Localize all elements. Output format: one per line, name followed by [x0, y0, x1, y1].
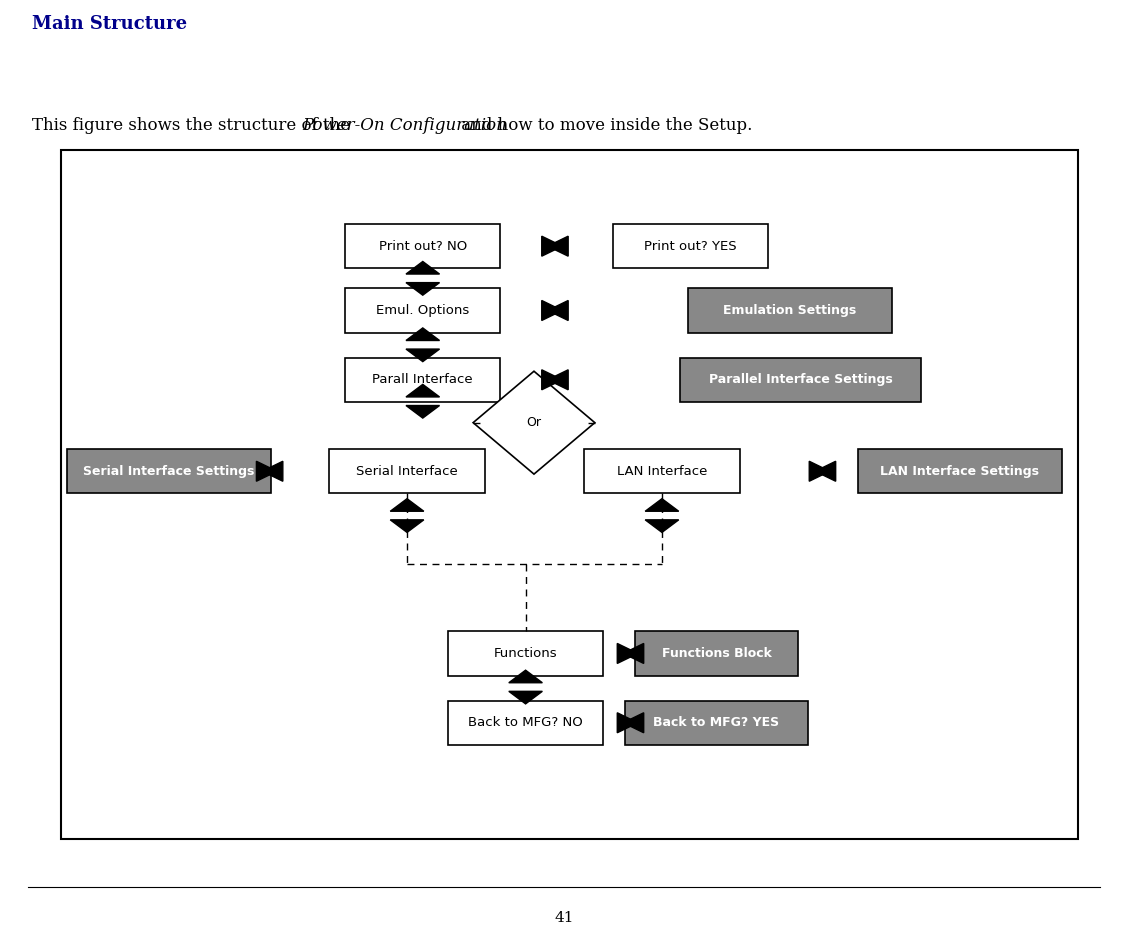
Polygon shape [406, 328, 440, 341]
Text: Functions: Functions [494, 647, 557, 660]
Polygon shape [406, 283, 440, 295]
Text: Parallel Interface Settings: Parallel Interface Settings [708, 374, 892, 387]
Polygon shape [623, 713, 644, 733]
Bar [345, 224, 501, 268]
Text: LAN Interface Settings: LAN Interface Settings [880, 465, 1039, 478]
Polygon shape [406, 385, 440, 397]
Text: Print out? NO: Print out? NO [379, 240, 467, 253]
Polygon shape [541, 370, 562, 389]
Polygon shape [816, 461, 836, 481]
Text: and how to move inside the Setup.: and how to move inside the Setup. [456, 117, 752, 134]
Polygon shape [645, 520, 679, 532]
Text: This figure shows the structure of the: This figure shows the structure of the [32, 117, 355, 134]
Bar [857, 449, 1063, 493]
Text: Serial Interface: Serial Interface [356, 465, 458, 478]
Polygon shape [617, 644, 637, 663]
Polygon shape [509, 691, 543, 704]
Text: Back to MFG? YES: Back to MFG? YES [653, 716, 779, 729]
Text: Or: Or [527, 417, 541, 429]
Text: Back to MFG? NO: Back to MFG? NO [468, 716, 583, 729]
Polygon shape [547, 236, 569, 256]
Bar [635, 631, 797, 675]
Polygon shape [473, 371, 594, 474]
Polygon shape [390, 520, 424, 532]
Text: Serial Interface Settings: Serial Interface Settings [83, 465, 255, 478]
Text: Emulation Settings: Emulation Settings [723, 304, 856, 317]
Text: Parall Interface: Parall Interface [372, 374, 473, 387]
Polygon shape [809, 461, 830, 481]
Polygon shape [256, 461, 277, 481]
Polygon shape [617, 713, 637, 733]
Text: Print out? YES: Print out? YES [644, 240, 737, 253]
Polygon shape [406, 405, 440, 418]
Text: Emul. Options: Emul. Options [376, 304, 469, 317]
Bar [584, 449, 740, 493]
Text: Functions Block: Functions Block [661, 647, 772, 660]
Bar [345, 289, 501, 333]
Polygon shape [406, 349, 440, 361]
Text: Main Structure: Main Structure [32, 15, 187, 33]
Polygon shape [623, 644, 644, 663]
Bar [625, 700, 809, 745]
Polygon shape [390, 499, 424, 511]
Text: Power-On Configuration: Power-On Configuration [302, 117, 506, 134]
Text: LAN Interface: LAN Interface [617, 465, 707, 478]
Polygon shape [541, 236, 562, 256]
Polygon shape [645, 499, 679, 511]
Bar [680, 358, 922, 402]
Bar [688, 289, 892, 333]
Bar [329, 449, 485, 493]
Bar [345, 358, 501, 402]
Polygon shape [509, 671, 543, 683]
Polygon shape [406, 262, 440, 274]
Text: 41: 41 [554, 911, 574, 925]
Bar [613, 224, 768, 268]
Polygon shape [263, 461, 283, 481]
Bar [448, 631, 603, 675]
Bar [448, 700, 603, 745]
Bar [67, 449, 271, 493]
Polygon shape [547, 370, 569, 389]
Polygon shape [541, 301, 562, 320]
Polygon shape [547, 301, 569, 320]
